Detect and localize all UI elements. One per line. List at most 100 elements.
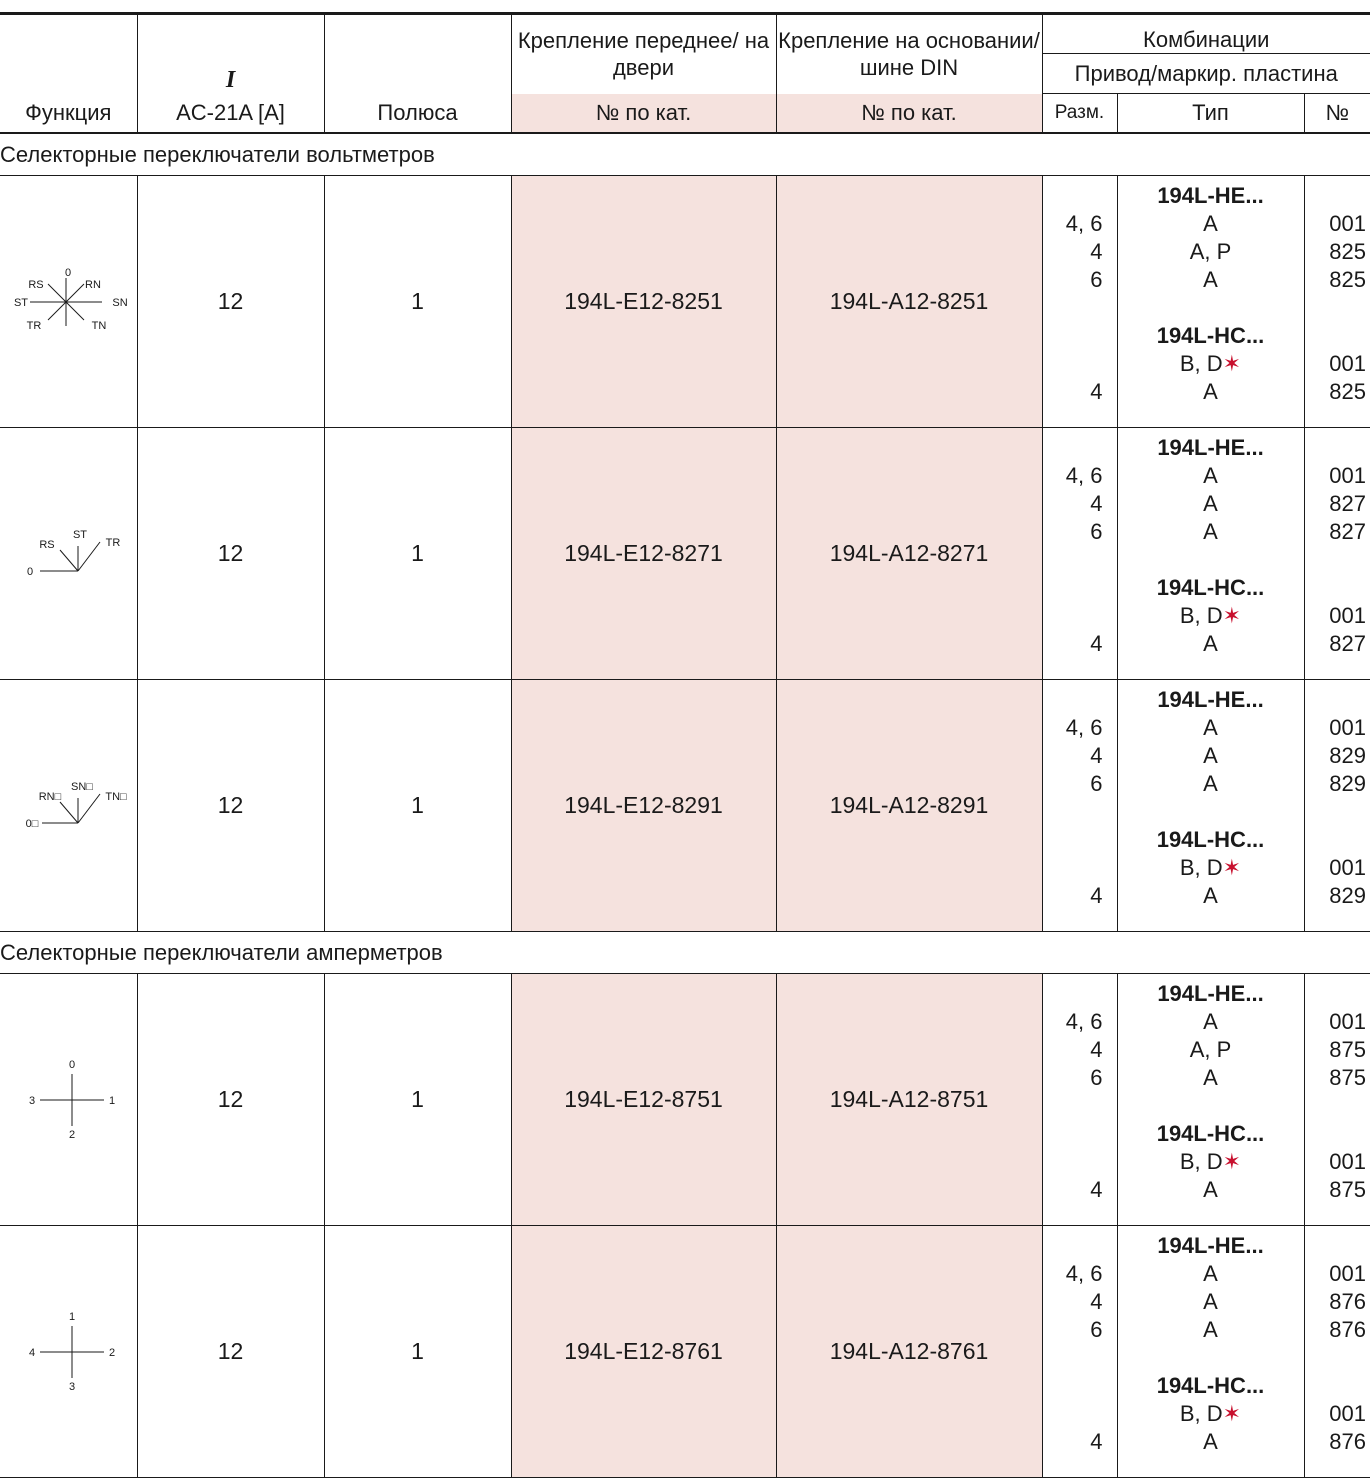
cat-no-front: 194L-E12-8251: [510, 175, 776, 428]
type-value: A: [1203, 463, 1218, 488]
num-value: 829: [1329, 743, 1366, 768]
footnote-star-icon: ✶: [1222, 351, 1242, 376]
type-line: [1118, 798, 1304, 826]
num-line: 875: [1305, 1064, 1370, 1092]
size-line: [1043, 1148, 1117, 1176]
poles-value: 1: [323, 1225, 511, 1478]
switch-diagram: 0 3 1 2: [29, 1059, 115, 1141]
type-line: A: [1118, 1064, 1304, 1092]
diagram-label: 1: [109, 1095, 115, 1107]
num-value: 829: [1329, 771, 1366, 796]
type-value: B, D: [1179, 1401, 1223, 1426]
size-value: 4, 6: [1065, 1009, 1103, 1034]
table-row: RS ST TR 0 12 1 194L-E12-8271 194L-A12-8271 4, 6…: [0, 427, 1370, 680]
num-line: [1305, 1232, 1370, 1260]
poles-value: 1: [323, 175, 511, 428]
section-header: Селекторные переключатели амперметров: [0, 931, 1370, 974]
size-value: 4: [1090, 1289, 1103, 1314]
type-value: 194L-HC...: [1156, 827, 1265, 852]
header-front-mount: Крепление переднее/ на двери: [510, 15, 776, 94]
type-value: A: [1203, 1429, 1218, 1454]
num-line: 001: [1305, 602, 1370, 630]
num-line: 001: [1305, 854, 1370, 882]
size-line: [1043, 182, 1117, 210]
size-line: 6: [1043, 518, 1117, 546]
switch-diagram: RN□ SN□ TN□ 0□: [26, 781, 127, 830]
current-value: 12: [136, 427, 324, 680]
num-line: [1305, 434, 1370, 462]
type-value: B, D: [1179, 603, 1223, 628]
num-line: 829: [1305, 882, 1370, 910]
type-value: B, D: [1179, 351, 1223, 376]
num-line: [1305, 1344, 1370, 1372]
num-cell: 001 827 827 001 827: [1303, 427, 1370, 680]
diagram-label: 0: [65, 267, 71, 279]
type-cell: 194L-HE... A A A 194L-HC... B, D✶ A: [1116, 427, 1304, 680]
diagram-label: RS: [39, 539, 54, 551]
diagram-label: RN: [85, 279, 101, 291]
type-line: 194L-HE...: [1118, 1232, 1304, 1260]
type-value: 194L-HC...: [1156, 575, 1265, 600]
num-line: [1305, 182, 1370, 210]
type-value: 194L-HC...: [1156, 323, 1265, 348]
size-line: [1043, 350, 1117, 378]
type-line: A: [1118, 770, 1304, 798]
num-line: [1305, 1372, 1370, 1400]
current-value: 12: [136, 679, 324, 932]
diagram-label: TR: [27, 320, 42, 332]
num-line: 876: [1305, 1288, 1370, 1316]
diagram-label: 4: [29, 1347, 35, 1359]
num-cell: 001 876 876 001 876: [1303, 1225, 1370, 1478]
cat-no-front: 194L-E12-8761: [510, 1225, 776, 1478]
size-line: 4: [1043, 1428, 1117, 1456]
type-value: A: [1203, 1177, 1218, 1202]
type-value: A: [1203, 715, 1218, 740]
size-line: [1043, 322, 1117, 350]
size-value: 4: [1090, 1429, 1103, 1454]
type-value: A: [1203, 1261, 1218, 1286]
num-line: 876: [1305, 1428, 1370, 1456]
table-body: Селекторные переключатели вольтметров RS 0…: [0, 133, 1370, 1478]
size-value: 4, 6: [1065, 211, 1103, 236]
function-diagram-cell: RN□ SN□ TN□ 0□: [0, 679, 137, 932]
type-line: 194L-HC...: [1118, 1120, 1304, 1148]
diagram-label: 2: [109, 1347, 115, 1359]
size-value: 4: [1090, 883, 1103, 908]
footnote-star-icon: ✶: [1222, 855, 1242, 880]
size-line: 6: [1043, 1316, 1117, 1344]
header-current: AC-21A [A]: [136, 93, 324, 134]
size-line: [1043, 686, 1117, 714]
type-line: A: [1118, 1176, 1304, 1204]
type-line: [1118, 294, 1304, 322]
type-value: A: [1203, 1289, 1218, 1314]
size-value: 4, 6: [1065, 463, 1103, 488]
diagram-label: SN□: [71, 781, 93, 793]
size-line: [1043, 574, 1117, 602]
diagram-label: SN: [112, 297, 127, 309]
size-value: 6: [1090, 1065, 1103, 1090]
diagram-label: TN□: [105, 791, 127, 803]
num-line: 825: [1305, 266, 1370, 294]
num-value: 876: [1329, 1317, 1366, 1342]
size-line: [1043, 854, 1117, 882]
type-value: A: [1203, 1009, 1218, 1034]
type-line: [1118, 1092, 1304, 1120]
diagram-label: 3: [69, 1381, 75, 1393]
table-row: RN□ SN□ TN□ 0□ 12 1 194L-E12-8291 194L-A12-8291…: [0, 679, 1370, 932]
num-line: 827: [1305, 630, 1370, 658]
current-value: 12: [136, 175, 324, 428]
num-line: 876: [1305, 1316, 1370, 1344]
type-cell: 194L-HE... A A, P A 194L-HC... B, D✶ A: [1116, 973, 1304, 1226]
type-value: 194L-HE...: [1157, 183, 1264, 208]
num-cell: 001 825 825 001 825: [1303, 175, 1370, 428]
num-value: 001: [1329, 1261, 1366, 1286]
type-value: A, P: [1189, 239, 1232, 264]
num-value: 001: [1329, 1149, 1366, 1174]
type-line: A: [1118, 462, 1304, 490]
type-line: A, P: [1118, 238, 1304, 266]
num-line: 001: [1305, 1008, 1370, 1036]
size-line: [1043, 980, 1117, 1008]
type-line: A: [1118, 1288, 1304, 1316]
